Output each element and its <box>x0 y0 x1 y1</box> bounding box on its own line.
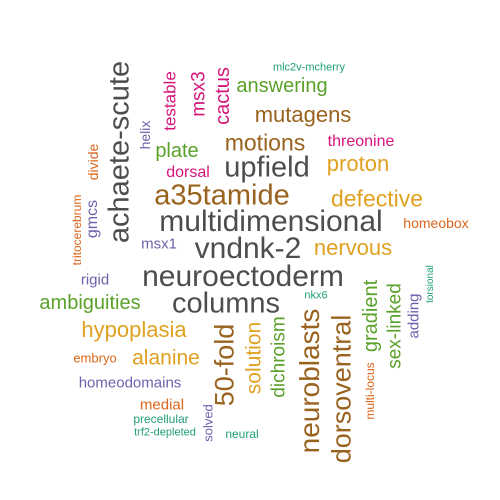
word-plate: plate <box>155 140 199 162</box>
word-cactus: cactus <box>212 67 234 125</box>
word-embryo: embryo <box>73 350 117 366</box>
word-rigid: rigid <box>80 271 110 289</box>
word-dorsoventral: dorsoventral <box>326 314 357 464</box>
word-mlc2v-mcherry: mlc2v-mcherry <box>272 61 346 74</box>
word-testable: testable <box>160 71 180 131</box>
word-hypoplasia: hypoplasia <box>81 317 187 342</box>
word-adding: adding <box>405 293 423 339</box>
word-trf2-depleted: trf2-depleted <box>134 426 196 439</box>
word-gradient: gradient <box>360 279 382 353</box>
word-neuroblasts: neuroblasts <box>294 308 325 454</box>
word-msx1: msx1 <box>141 235 177 253</box>
word-mutagens: mutagens <box>254 102 352 127</box>
word-answering: answering <box>236 75 328 97</box>
word-threonine: threonine <box>327 133 395 150</box>
word-torsional: torsional <box>425 265 436 303</box>
word-solution: solution <box>242 321 266 395</box>
word-homeodomains: homeodomains <box>78 374 182 392</box>
word-upfield: upfield <box>224 151 310 184</box>
word-achaete-scute: achaete-scute <box>103 60 136 244</box>
word-50-fold: 50-fold <box>209 323 240 407</box>
word-proton: proton <box>326 151 390 176</box>
word-multi-locus: multi-locus <box>363 362 377 420</box>
word-tritocerebrum: tritocerebrum <box>70 194 84 266</box>
word-homeobox: homeobox <box>403 215 469 231</box>
word-helix: helix <box>137 120 153 150</box>
word-dorsal: dorsal <box>166 164 210 181</box>
word-neural: neural <box>225 427 259 441</box>
word-precellular: precellular <box>133 412 189 426</box>
word-sex-linked: sex-linked <box>384 283 406 369</box>
word-neuroectoderm: neuroectoderm <box>142 260 344 293</box>
word-vndnk-2: vndnk-2 <box>194 232 302 265</box>
word-msx3: msx3 <box>188 71 210 117</box>
word-ambiguities: ambiguities <box>39 292 141 314</box>
word-solved: solved <box>200 404 216 442</box>
word-multidimensional: multidimensional <box>159 205 383 238</box>
word-divide: divide <box>85 143 101 181</box>
word-dichroism: dichroism <box>268 316 290 398</box>
word-nervous: nervous <box>313 235 393 260</box>
word-defective: defective <box>330 185 424 212</box>
word-nkx6: nkx6 <box>304 289 328 302</box>
word-a35tamide: a35tamide <box>154 179 290 212</box>
word-alanine: alanine <box>132 346 200 370</box>
word-gmcs: gmcs <box>84 199 101 239</box>
word-medial: medial <box>139 396 185 414</box>
word-motions: motions <box>224 129 306 156</box>
word-columns: columns <box>172 287 280 320</box>
